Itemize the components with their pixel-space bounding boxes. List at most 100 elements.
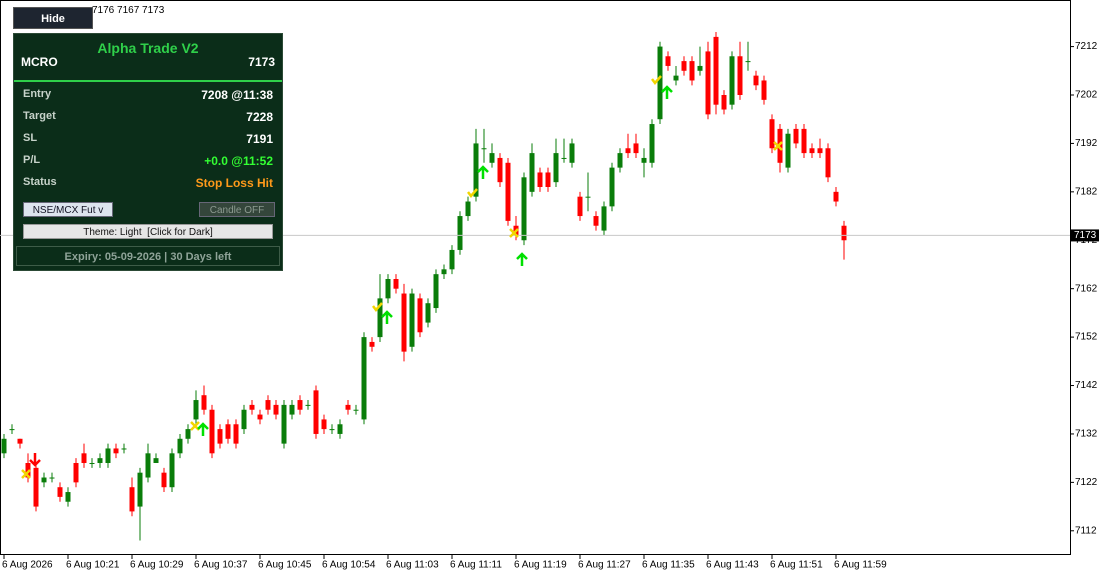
- candle-body: [737, 56, 743, 95]
- row-label: Entry: [23, 88, 52, 100]
- candle-body: [49, 477, 55, 479]
- candle-body: [41, 477, 47, 483]
- candle-body: [793, 128, 799, 144]
- ohlc-header: 7176 7167 7173: [92, 5, 165, 16]
- x-tick-label: 6 Aug 11:03: [386, 560, 439, 571]
- candle-body: [825, 148, 831, 178]
- candle-body: [649, 124, 655, 163]
- signals: [21, 75, 783, 479]
- candle-body: [121, 448, 127, 450]
- candle-body: [217, 429, 223, 444]
- trade-panel: Alpha Trade V2 MCRO 7173 Entry 7208 @11:3…: [13, 33, 283, 271]
- candle-body: [521, 177, 527, 241]
- candle-body: [273, 404, 279, 415]
- candle-body: [169, 453, 175, 488]
- candle-body: [817, 148, 823, 154]
- theme-button[interactable]: Theme: Light [Click for Dark]: [23, 224, 273, 239]
- candle-body: [697, 65, 703, 71]
- candle-body: [625, 148, 631, 154]
- divider: [14, 80, 282, 82]
- candle-body: [457, 216, 463, 250]
- x-tick-label: 6 Aug 10:54: [322, 560, 376, 571]
- candle-body: [801, 128, 807, 154]
- row-label: Status: [23, 176, 57, 188]
- x-tick-label: 6 Aug 11:43: [706, 560, 759, 571]
- candle-body: [585, 196, 591, 198]
- candle-body: [529, 153, 535, 192]
- candle-body: [9, 429, 15, 431]
- x-tick-label: 6 Aug 10:29: [130, 560, 184, 571]
- candle-body: [433, 274, 439, 309]
- candle-body: [33, 467, 39, 507]
- row-value: Stop Loss Hit: [195, 176, 273, 190]
- candle-body: [289, 404, 295, 415]
- candle-body: [617, 153, 623, 168]
- candle-body: [833, 191, 839, 202]
- candle-body: [73, 463, 79, 483]
- candle-body: [401, 293, 407, 352]
- candle-body: [761, 80, 767, 100]
- candle-body: [673, 75, 679, 81]
- candle-body: [329, 429, 335, 431]
- candle-body: [17, 438, 23, 444]
- row-value: 7191: [246, 132, 273, 146]
- candle-body: [57, 487, 63, 497]
- candle-body: [601, 206, 607, 231]
- candle-body: [369, 341, 375, 347]
- candle-body: [785, 133, 791, 168]
- exchange-button[interactable]: NSE/MCX Fut v: [23, 202, 113, 217]
- candle-body: [193, 400, 199, 420]
- hide-button[interactable]: Hide: [13, 7, 93, 29]
- candle-body: [713, 36, 719, 105]
- candle-body: [481, 148, 487, 150]
- current-price-label: 7173: [1074, 230, 1097, 241]
- candle-body: [129, 487, 135, 512]
- candle-body: [225, 424, 231, 439]
- candle-body: [249, 404, 255, 410]
- candle-body: [681, 61, 687, 71]
- candle-button[interactable]: Candle OFF: [199, 202, 275, 217]
- y-tick-label: 7192: [1075, 138, 1098, 149]
- candle-body: [257, 414, 263, 420]
- row-label: P/L: [23, 154, 41, 166]
- y-tick-label: 7212: [1075, 41, 1098, 52]
- candle-body: [265, 400, 271, 410]
- x-tick-label: 6 Aug 2026: [2, 560, 53, 571]
- y-tick-label: 7122: [1075, 477, 1098, 488]
- candle-body: [417, 298, 423, 333]
- candle-body: [409, 293, 415, 347]
- row-value: 7208 @11:38: [201, 88, 273, 102]
- candle-body: [641, 157, 647, 163]
- candle-body: [777, 128, 783, 163]
- candle-body: [769, 119, 775, 149]
- candle-body: [465, 201, 471, 217]
- candle-body: [305, 404, 311, 406]
- candle-body: [593, 216, 599, 226]
- candle-body: [313, 390, 319, 434]
- candle-body: [441, 269, 447, 275]
- candle-body: [233, 424, 239, 444]
- candle-body: [345, 404, 351, 410]
- symbol-price: 7173: [248, 55, 275, 69]
- row-value: +0.0 @11:52: [204, 154, 273, 168]
- y-tick-label: 7152: [1075, 332, 1098, 343]
- row-label: Target: [23, 110, 56, 122]
- candle-body: [577, 196, 583, 217]
- candle-body: [361, 337, 367, 420]
- y-tick-label: 7112: [1075, 525, 1097, 536]
- x-tick-label: 6 Aug 10:21: [66, 560, 120, 571]
- x-tick-label: 6 Aug 10:45: [258, 560, 312, 571]
- x-tick-label: 6 Aug 10:37: [194, 560, 248, 571]
- candle-body: [185, 429, 191, 439]
- candle-body: [297, 400, 303, 410]
- candle-body: [377, 298, 383, 338]
- candle-body: [569, 143, 575, 163]
- candle-body: [161, 472, 167, 488]
- candle-body: [393, 279, 399, 289]
- candle-body: [81, 453, 87, 463]
- x-tick-label: 6 Aug 11:35: [642, 560, 695, 571]
- candle-body: [561, 157, 567, 159]
- y-tick-label: 7132: [1075, 429, 1098, 440]
- candle-body: [705, 51, 711, 115]
